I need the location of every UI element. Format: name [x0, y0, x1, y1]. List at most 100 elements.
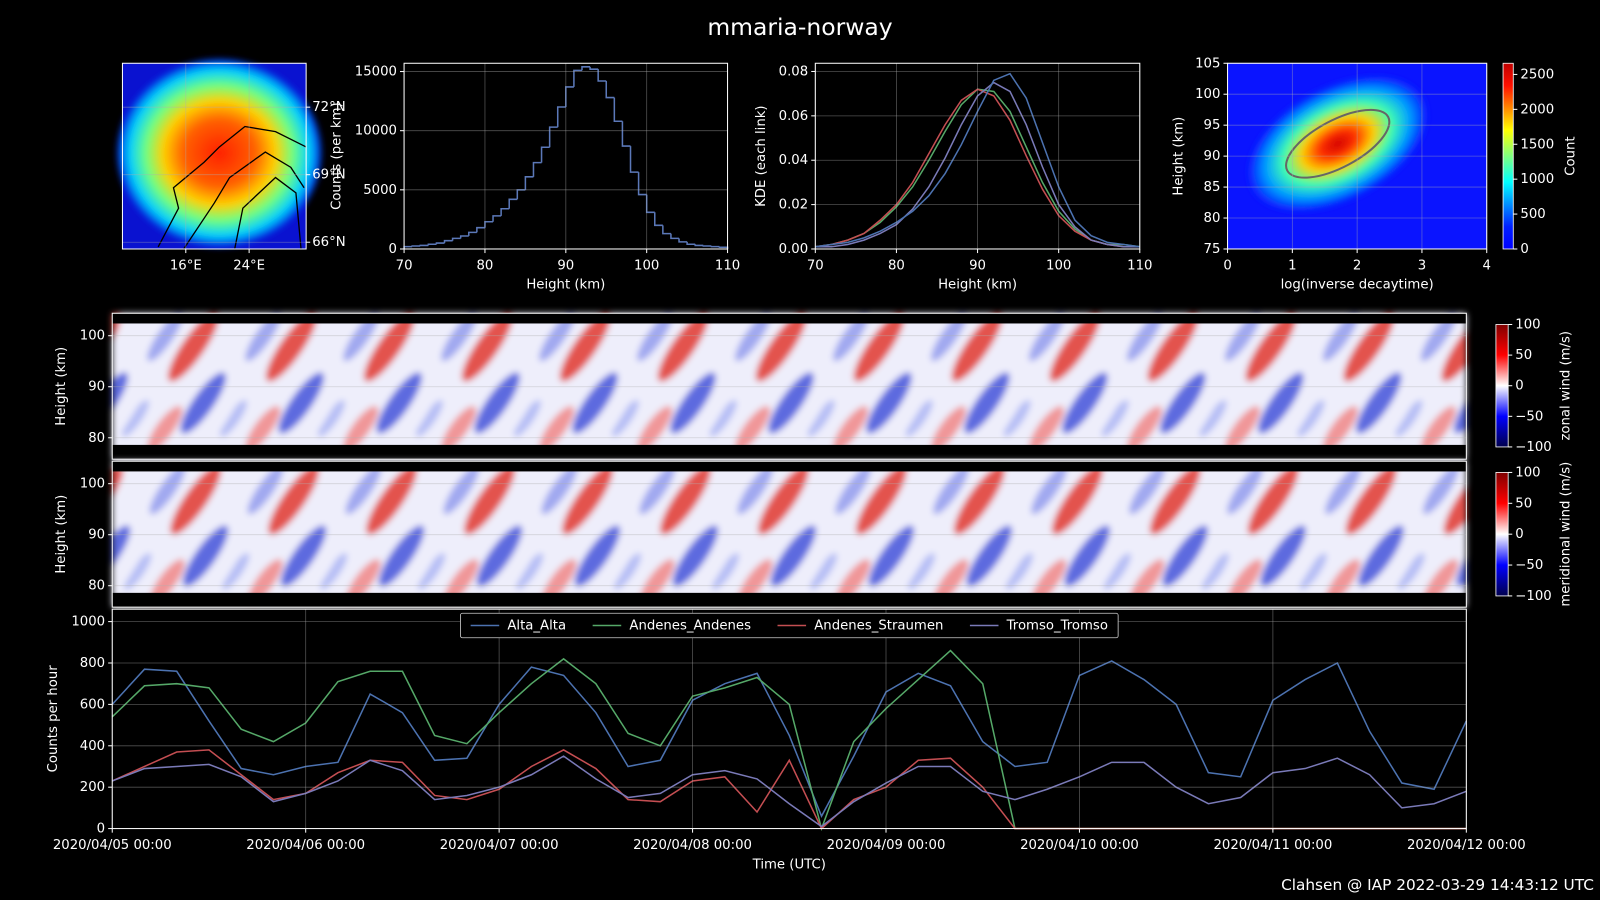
histogram-bin: [581, 66, 591, 71]
histogram-bin: [468, 231, 477, 236]
legend-label: Alta_Alta: [507, 619, 566, 634]
x-axis-label: Height (km): [526, 278, 605, 293]
y-tick-label: 0: [389, 242, 397, 257]
y-tick-label: 90: [88, 528, 105, 543]
y-axis-label: Height (km): [1172, 117, 1187, 196]
histogram-bin: [492, 215, 502, 222]
plot-frame: [121, 62, 307, 250]
x-tick-label: 90: [557, 258, 574, 273]
y-tick-label: 72°N: [312, 100, 345, 115]
histogram-bin: [670, 233, 680, 240]
colorbar-tick-label: 1000: [1520, 172, 1554, 187]
colorbar-tick-label: 0: [1520, 242, 1528, 257]
y-axis-label: Height (km): [54, 495, 69, 574]
contour: [1285, 108, 1391, 179]
legend: Alta_Alta Andenes_Andenes Andenes_Straumen…: [460, 612, 1119, 639]
histogram-bin: [597, 69, 607, 82]
colorbar-label: Count: [1563, 136, 1578, 175]
histogram-bin: [508, 198, 518, 209]
series-line: [111, 755, 1467, 828]
histogram-bin: [613, 97, 623, 122]
axes: 2020/04/05 00:00 2020/04/06 00:00 2020/04/…: [46, 608, 1526, 872]
histogram-bin: [605, 81, 615, 99]
y-tick-label: 0: [97, 822, 105, 837]
series-line: [815, 88, 1140, 248]
y-tick-label: 400: [80, 739, 105, 754]
plot-area: [815, 63, 1140, 249]
series-line: [815, 81, 1140, 248]
y-tick-label: 90: [1204, 149, 1221, 164]
x-axis-label: log(inverse decaytime): [1281, 278, 1434, 293]
plot-frame: [111, 608, 1467, 830]
x-tick-label: 2020/04/10 00:00: [1020, 838, 1139, 853]
histogram-bin: [476, 226, 485, 233]
wind-field: [112, 461, 1467, 608]
colorbar-tick-label: −100: [1515, 440, 1551, 455]
plot-frame: [814, 62, 1141, 250]
x-tick-label: 24°E: [233, 258, 265, 273]
plot-frame: [403, 62, 729, 250]
colorbar-label: meridional wind (m/s): [1558, 462, 1573, 607]
histogram-bin: [694, 244, 704, 247]
x-axis-label: Height (km): [938, 278, 1017, 293]
no-data-bottom: [112, 592, 1467, 608]
histogram-bin: [678, 238, 688, 243]
histogram-bin: [411, 245, 421, 247]
x-tick-label: 2: [1353, 258, 1361, 273]
y-axis-label: Counts per hour: [46, 665, 61, 773]
legend-label: Andenes_Andenes: [629, 619, 751, 634]
x-tick-label: 2020/04/11 00:00: [1214, 838, 1333, 853]
histogram-bin: [516, 189, 526, 200]
density: [1248, 76, 1428, 212]
y-tick-label: 800: [80, 656, 105, 671]
histogram-bin: [637, 172, 647, 196]
plot-content: [815, 72, 1140, 248]
y-tick-label: 69°N: [312, 168, 345, 183]
x-tick-label: 2020/04/07 00:00: [440, 838, 559, 853]
y-tick-label: 1000: [71, 615, 105, 630]
axes: 70 80 90 100 110 0 5000 10000 15000 Height (km) Co…: [330, 62, 740, 293]
plot-content: [112, 313, 1467, 460]
figure-title: mmaria-norway: [707, 13, 892, 41]
histogram-bin: [702, 245, 712, 247]
x-tick-label: 80: [888, 258, 905, 273]
histogram-bin: [548, 126, 558, 148]
x-tick-label: 80: [477, 258, 494, 273]
histogram-bin: [565, 86, 574, 108]
colorbar-tick-label: 500: [1520, 207, 1545, 222]
histogram-bin: [540, 146, 550, 163]
y-tick-label: 105: [1195, 56, 1220, 71]
colorbar-tick-label: 100: [1515, 465, 1540, 480]
colorbar-tick-label: −50: [1515, 409, 1543, 424]
y-tick-label: 200: [80, 780, 105, 795]
y-tick-label: 100: [80, 477, 105, 492]
y-axis-label: Height (km): [54, 347, 69, 426]
series-line: [111, 660, 1468, 818]
histogram-bin: [443, 239, 453, 244]
series-line: [815, 72, 1140, 248]
colorbar-tick-label: 100: [1515, 317, 1540, 332]
x-tick-label: 110: [715, 258, 740, 273]
y-tick-label: 0.06: [779, 109, 809, 124]
histogram-bin: [589, 66, 599, 70]
plot-area: [112, 609, 1467, 829]
histogram-bin: [654, 212, 663, 227]
y-tick-label: 66°N: [312, 235, 345, 250]
plot-frame: [111, 460, 1467, 608]
no-data-bottom: [112, 444, 1467, 460]
axes: 80 90 100 Height (km): [54, 312, 1467, 460]
x-tick-label: 70: [807, 258, 824, 273]
colorbar: [1495, 324, 1509, 448]
x-tick-label: 16°E: [170, 258, 202, 273]
histogram-bin: [629, 146, 639, 173]
plot-content: [117, 59, 322, 250]
y-tick-label: 100: [80, 329, 105, 344]
y-tick-label: 10000: [355, 124, 397, 139]
y-axis-label: KDE (each link): [754, 105, 769, 206]
histogram-bin: [427, 243, 437, 246]
histogram-bin: [484, 221, 494, 228]
histogram-bin: [686, 241, 696, 246]
colorbar-tick-label: 50: [1515, 496, 1532, 511]
